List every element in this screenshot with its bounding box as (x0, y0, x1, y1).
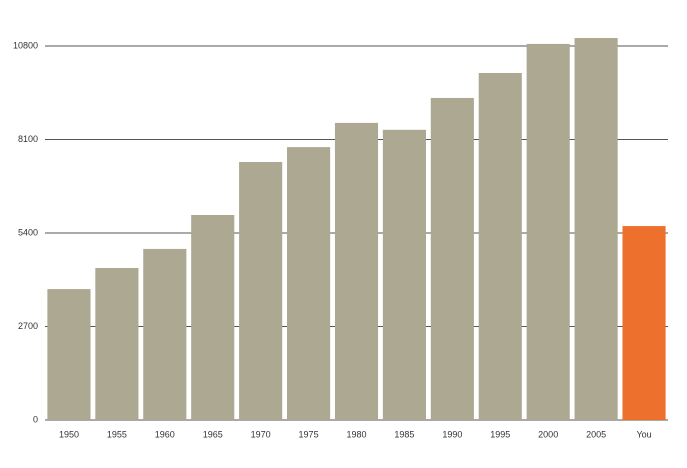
x-tick-label: 2005 (586, 429, 606, 439)
y-tick-label: 2700 (18, 321, 38, 331)
bar (430, 97, 474, 420)
x-tick-label: 1955 (107, 429, 127, 439)
y-tick-label: 5400 (18, 227, 38, 237)
x-tick-label: 1980 (346, 429, 366, 439)
bar (574, 38, 618, 420)
bar (47, 289, 91, 420)
bar (382, 129, 426, 420)
bar (287, 147, 331, 420)
bar (526, 43, 570, 421)
bar (143, 248, 187, 420)
bar (95, 267, 139, 420)
y-tick-label: 10800 (13, 40, 38, 50)
bar (334, 122, 379, 420)
x-tick-label: 1965 (203, 429, 223, 439)
x-tick-label: 1995 (490, 429, 510, 439)
x-tick-label: 2000 (538, 429, 558, 439)
x-tick-label: 1950 (59, 429, 79, 439)
y-tick-label: 8100 (18, 134, 38, 144)
x-tick-label: 1960 (155, 429, 175, 439)
bar (478, 73, 522, 420)
x-tick-label: 1985 (394, 429, 414, 439)
x-tick-label: 1990 (442, 429, 462, 439)
x-tick-label: You (636, 429, 651, 439)
bar (191, 214, 235, 420)
x-tick-label: 1970 (251, 429, 271, 439)
bar (239, 162, 283, 420)
y-tick-label: 0 (33, 414, 38, 424)
x-tick-label: 1975 (299, 429, 319, 439)
bar (622, 226, 666, 420)
